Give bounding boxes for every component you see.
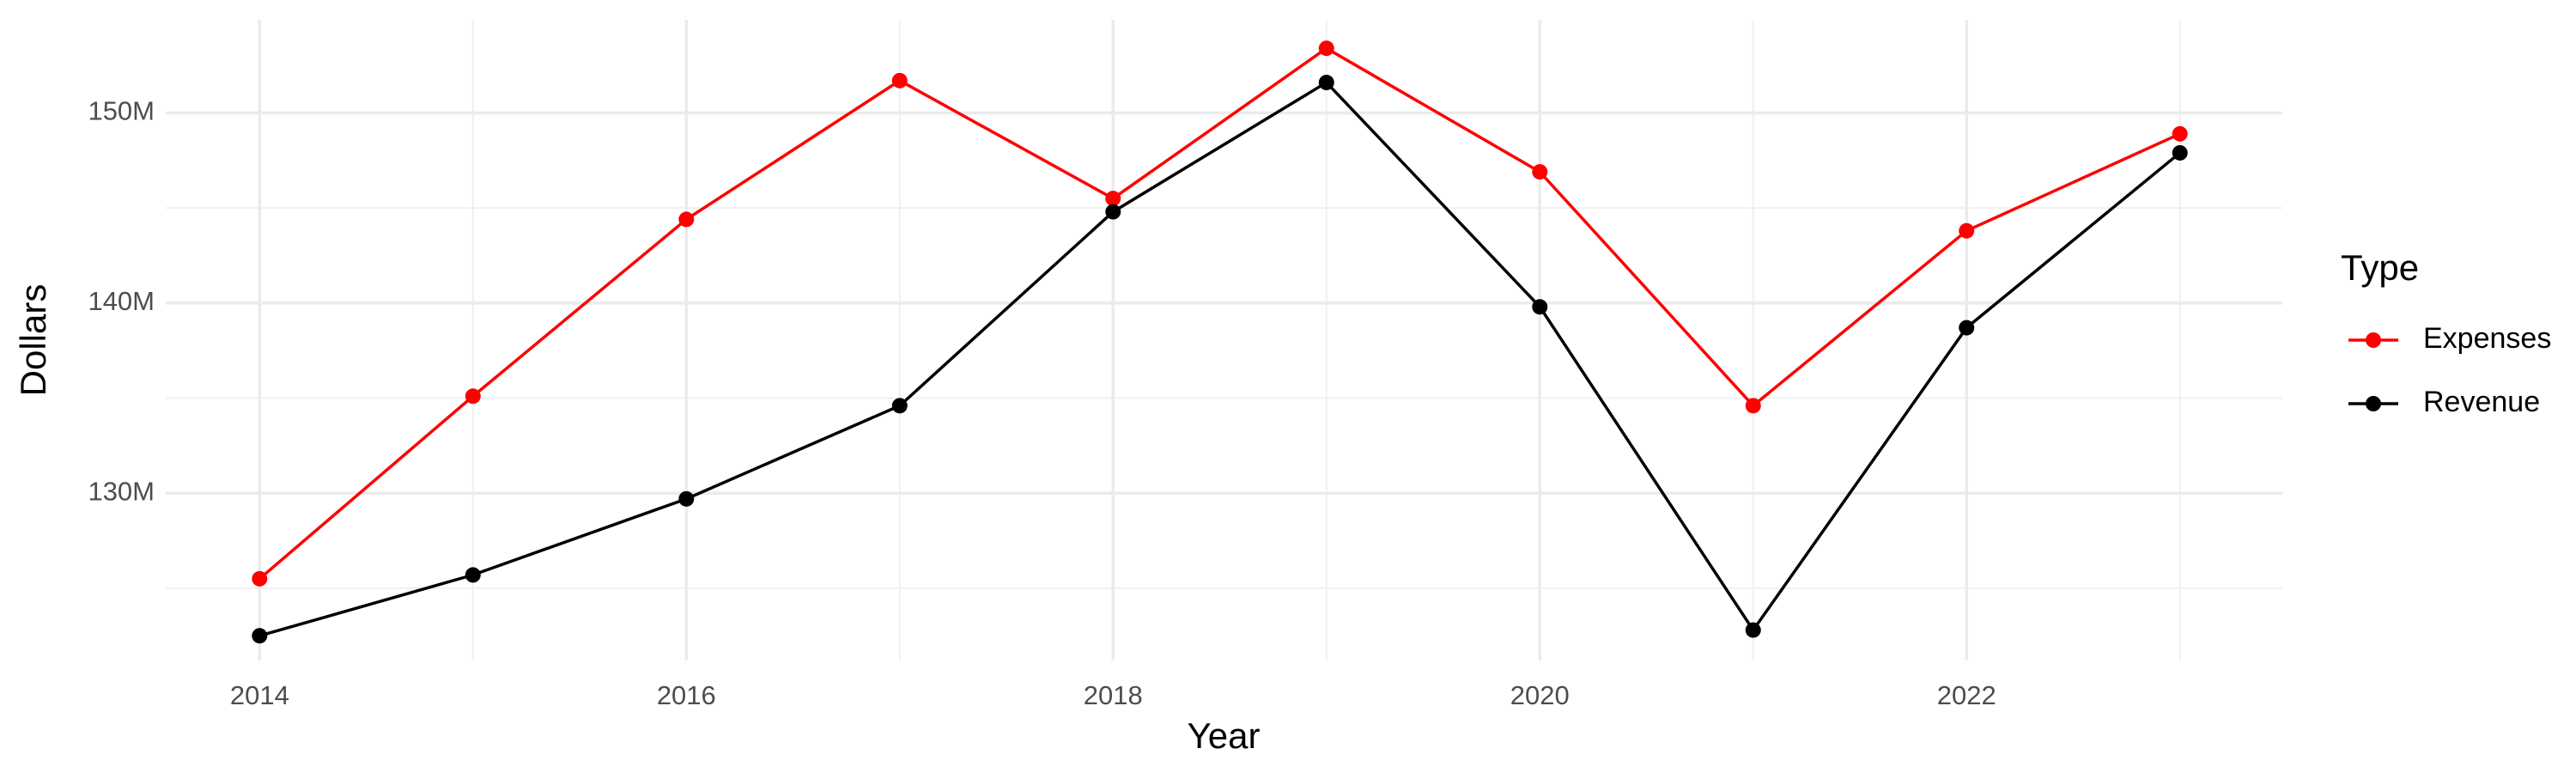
data-point <box>1105 191 1121 207</box>
x-axis-title: Year <box>1188 715 1261 756</box>
legend-label: Expenses <box>2423 322 2551 355</box>
data-point <box>1745 622 1761 638</box>
series-line <box>258 80 2181 637</box>
legend-swatch-point <box>2366 396 2381 411</box>
legend-label: Revenue <box>2423 386 2540 418</box>
data-point <box>1532 164 1548 180</box>
data-point <box>678 490 695 507</box>
y-axis-title: Dollars <box>13 284 53 397</box>
data-point <box>1745 398 1761 414</box>
data-point <box>465 388 481 405</box>
y-tick-label: 140M <box>88 286 155 316</box>
data-point <box>2172 125 2188 142</box>
data-point <box>1532 299 1548 315</box>
x-tick-label: 2020 <box>1510 680 1570 710</box>
legend-swatch-point <box>2366 332 2381 348</box>
data-point <box>252 570 268 587</box>
data-point <box>891 398 908 414</box>
y-tick-label: 130M <box>88 476 155 506</box>
data-point <box>1318 75 1334 91</box>
legend-title: Type <box>2341 247 2419 288</box>
data-point <box>891 72 908 88</box>
data-point <box>1105 204 1121 220</box>
data-point <box>1318 40 1334 57</box>
data-point <box>2172 144 2188 161</box>
x-tick-label: 2014 <box>230 680 289 710</box>
x-tick-label: 2016 <box>657 680 716 710</box>
x-tick-label: 2022 <box>1937 680 1996 710</box>
y-tick-label: 150M <box>88 96 155 126</box>
data-point <box>252 628 268 644</box>
data-point <box>1959 222 1975 239</box>
series-line <box>258 46 2181 581</box>
data-point <box>678 211 695 228</box>
data-point <box>465 567 481 583</box>
data-point <box>1959 320 1975 336</box>
x-tick-label: 2018 <box>1084 680 1143 710</box>
